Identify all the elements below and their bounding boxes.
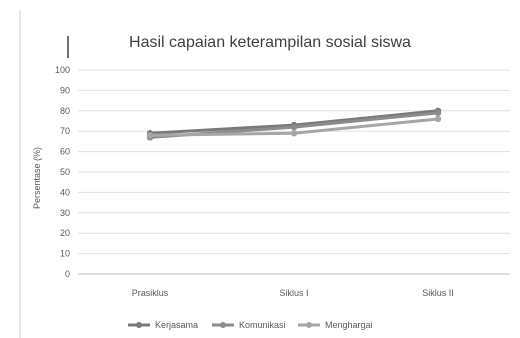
y-tick-label: 40 [60,187,70,197]
gridlines [78,69,510,275]
legend-marker [306,322,312,328]
legend-marker [220,322,226,328]
data-point [146,132,154,139]
x-tick-label: Prasiklus [132,288,169,298]
y-tick-label: 0 [65,269,70,279]
data-point [290,123,298,131]
y-tick-label: 90 [60,85,70,95]
y-tick-label: 50 [60,167,70,177]
chart-title: Hasil capaian keterampilan sosial siswa [129,34,411,51]
y-tick-label: 80 [60,106,70,116]
x-tick-labels: Prasiklus Siklus I Siklus II [132,288,454,298]
y-tick-labels: 0 10 20 30 40 50 60 70 80 90 100 [55,65,70,279]
y-axis-label: Persentase (%) [32,147,42,209]
y-tick-label: 30 [60,208,70,218]
legend: Kerjasama Komunikasi Menghargai [128,320,373,330]
legend-label: Komunikasi [239,320,286,330]
y-tick-label: 100 [55,65,70,75]
data-point [290,130,298,137]
x-tick-label: Siklus II [422,288,454,298]
x-tick-label: Siklus I [279,288,308,298]
y-tick-label: 10 [60,249,70,259]
y-tick-label: 60 [60,147,70,157]
y-tick-label: 20 [60,228,70,238]
legend-label: Kerjasama [155,320,198,330]
legend-marker [136,322,142,328]
series-lines [146,107,442,141]
legend-label: Menghargai [325,320,373,330]
y-tick-label: 70 [60,126,70,136]
data-point [434,115,442,123]
data-point [434,109,442,117]
